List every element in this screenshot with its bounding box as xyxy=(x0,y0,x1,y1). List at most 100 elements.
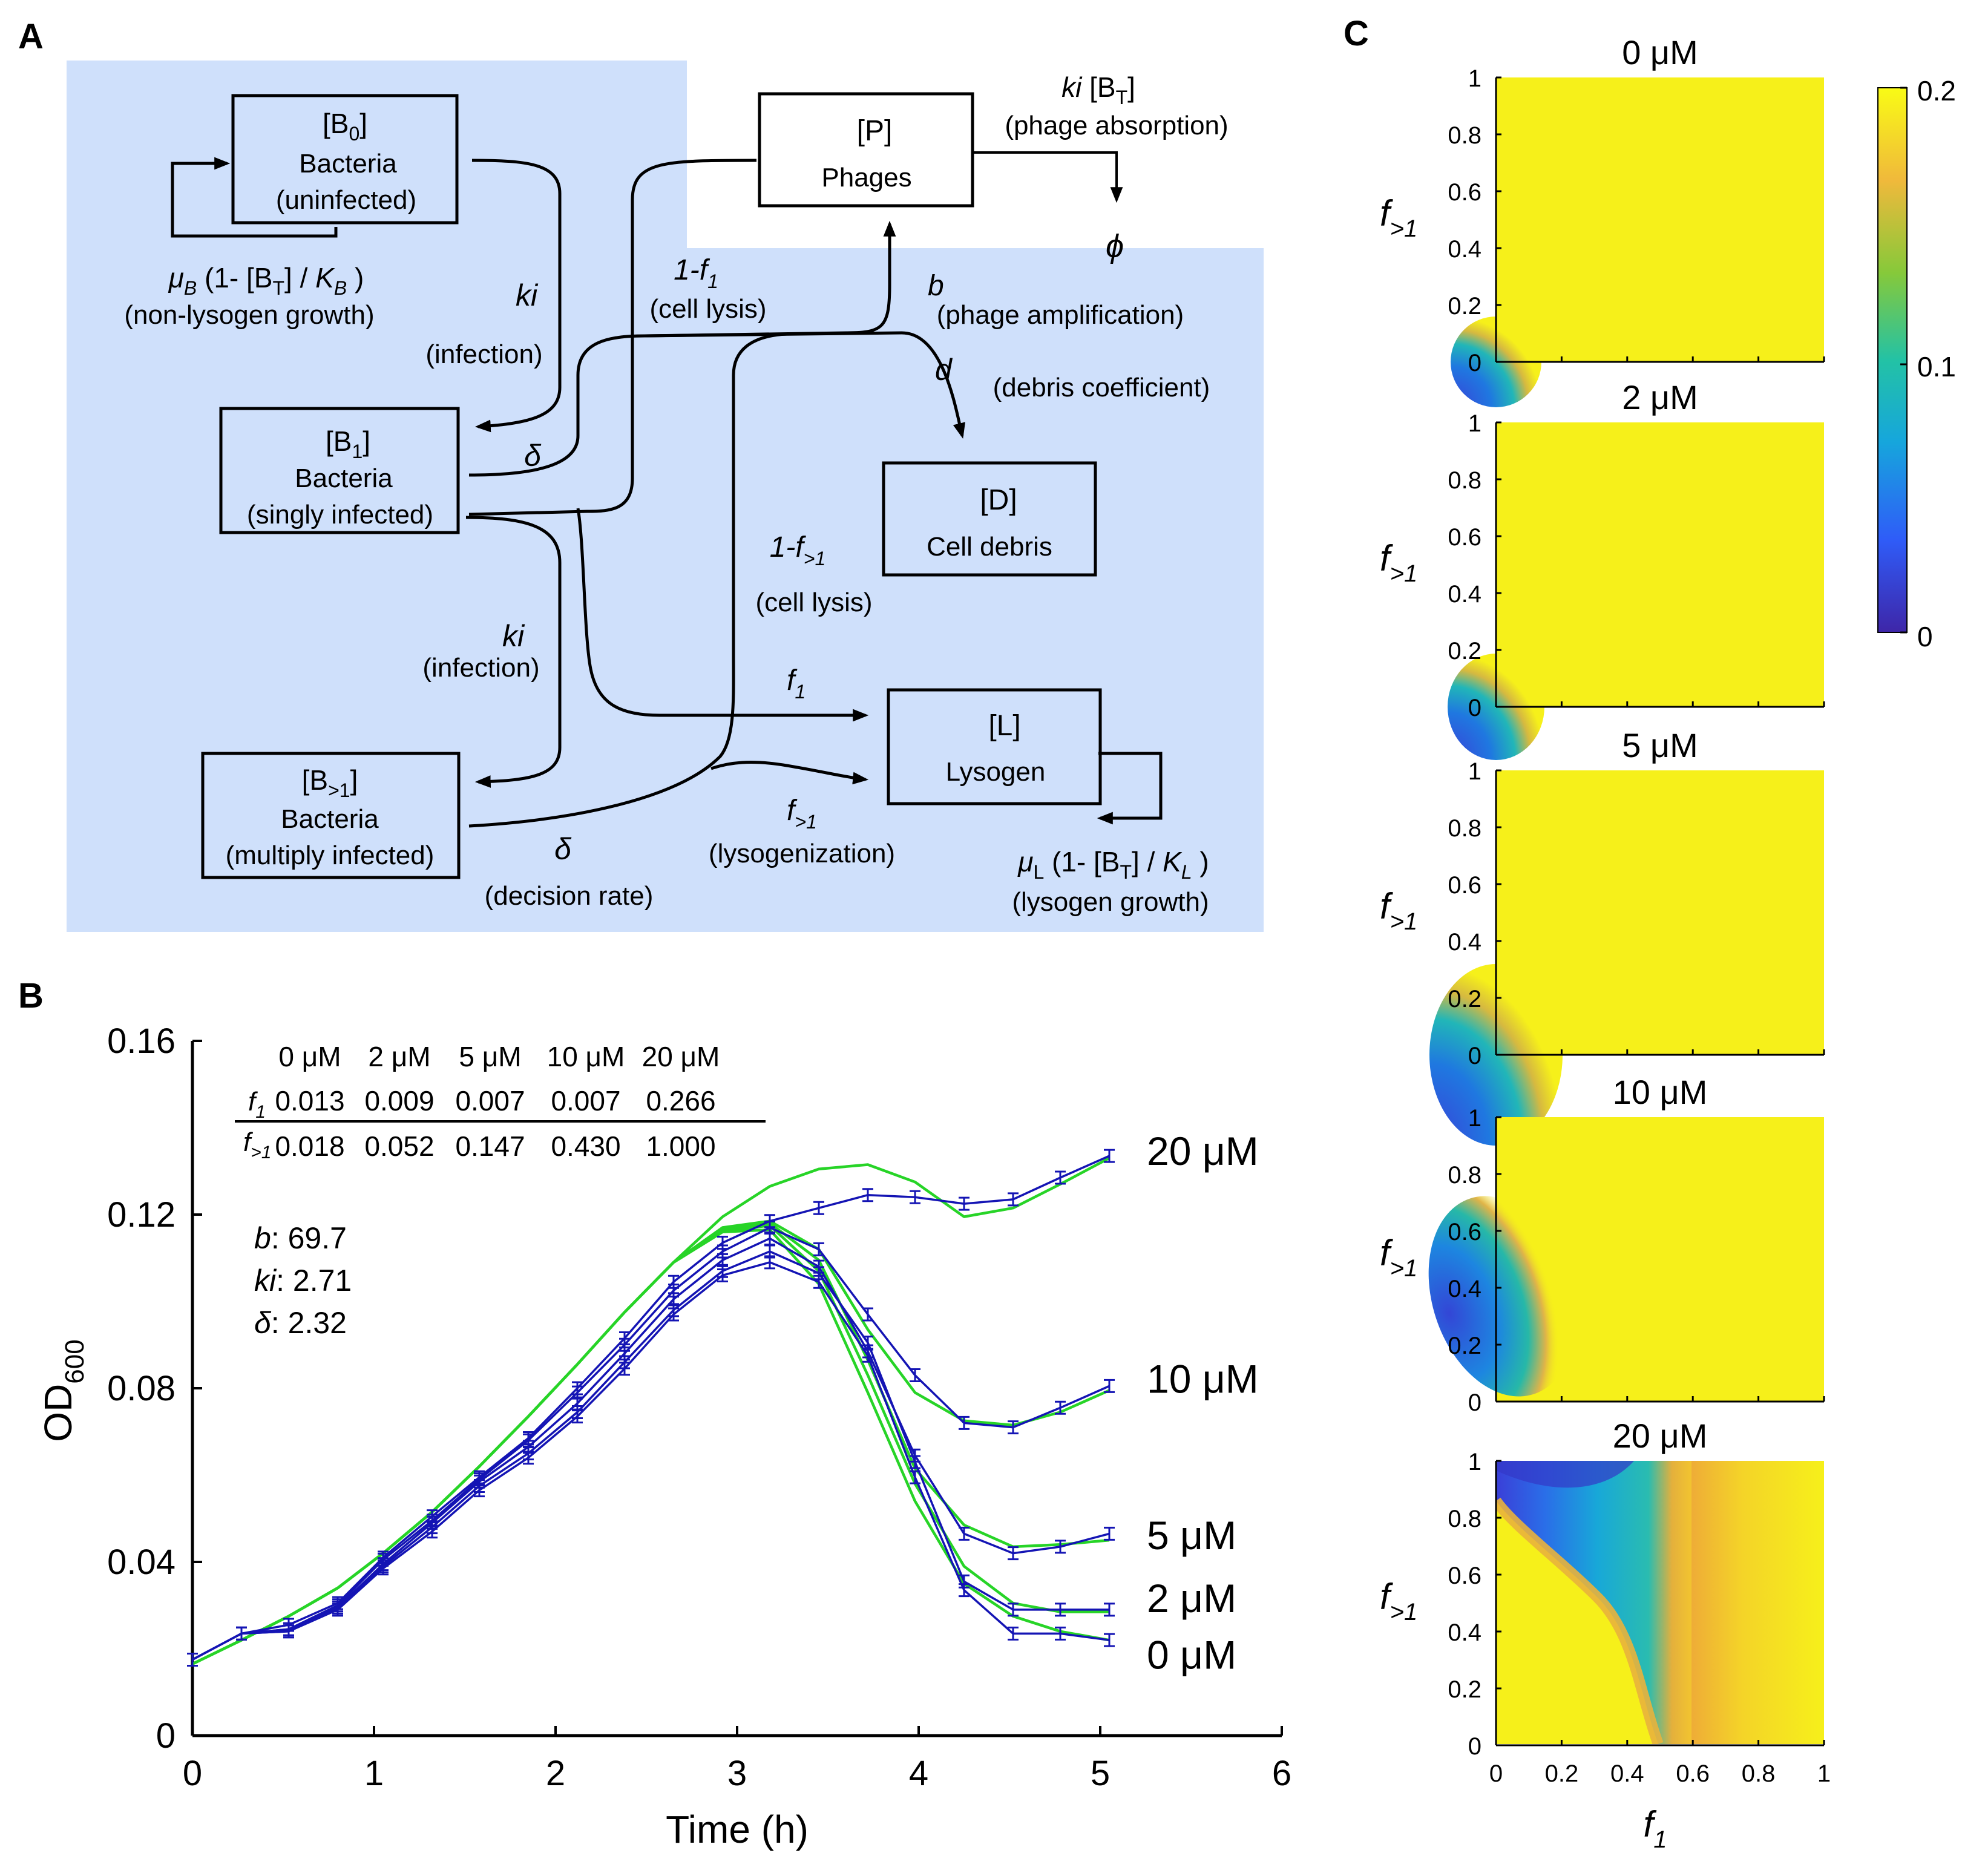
colorbar: 0.2 0.1 0 xyxy=(1877,75,1956,652)
x-tick-label: 2 xyxy=(546,1754,565,1793)
phage-amplification: (phage amplification) xyxy=(937,300,1184,330)
table-cell: 0.007 xyxy=(455,1085,525,1117)
absorption-rate: ki [BT] xyxy=(1061,71,1135,108)
heatmap-y-tick-label: 0 xyxy=(1468,1733,1481,1760)
error-bar xyxy=(474,1483,485,1498)
error-bar xyxy=(910,1368,920,1382)
error-bar xyxy=(1008,1192,1019,1207)
heatmap-2um xyxy=(1448,422,1824,760)
y-tick-label: 0.12 xyxy=(107,1195,176,1235)
error-bar xyxy=(668,1307,679,1322)
series-label: 20 μM xyxy=(1147,1129,1259,1173)
error-bar xyxy=(1055,1626,1066,1641)
error-bar xyxy=(523,1451,534,1465)
bm-label: [B xyxy=(302,764,328,796)
error-bar xyxy=(959,1415,970,1430)
heatmap-y-tick-label: 0.8 xyxy=(1448,1506,1481,1532)
fit-delta: δ: 2.32 xyxy=(254,1306,347,1340)
error-bar xyxy=(1104,1149,1115,1163)
node-lysogen: [L] Lysogen xyxy=(887,688,1102,805)
heatmap-10um xyxy=(1428,1117,1824,1402)
chart-axes xyxy=(191,1041,1282,1737)
heatmap-y-tick-label: 0 xyxy=(1468,695,1481,721)
phages-label: [P] xyxy=(857,115,893,147)
error-bar xyxy=(959,1583,970,1598)
heatmap-y-tick-label: 0.4 xyxy=(1448,1276,1481,1302)
error-bar xyxy=(1008,1546,1019,1561)
bm-line2: Bacteria xyxy=(281,804,379,834)
heatmap-y-tick-label: 0.4 xyxy=(1448,581,1481,608)
heatmap-y-tick-label: 0.6 xyxy=(1448,1219,1481,1245)
svg-text:[B0]: [B0] xyxy=(323,108,367,145)
parameter-table: 0 μM 2 μM 5 μM 10 μM 20 μM f1 0.013 0.009 0.00… xyxy=(235,1041,766,1163)
error-bar xyxy=(283,1624,294,1639)
nonlysogen-rate: μB (1- [BT] / KB ) xyxy=(168,262,364,299)
error-bar xyxy=(572,1409,583,1424)
diagram-connectors xyxy=(171,151,1163,828)
x-tick-label: 4 xyxy=(909,1754,928,1793)
error-bar xyxy=(717,1268,728,1282)
error-bar xyxy=(187,1652,198,1667)
table-row: 0.018 0.052 0.147 0.430 1.000 xyxy=(275,1130,715,1162)
panel-label-b: B xyxy=(18,976,44,1015)
heatmap-y-tick-label: 0 xyxy=(1468,1043,1481,1069)
table-cell: 0.013 xyxy=(275,1085,344,1117)
bm-close: ] xyxy=(350,764,358,796)
measured-curve xyxy=(192,1250,1109,1661)
b0-sub: 0 xyxy=(349,123,359,145)
heatmap-y-tick-label: 0.4 xyxy=(1448,236,1481,263)
b1-label: [B xyxy=(326,425,352,457)
heatmap-y-label: f>1 xyxy=(1380,538,1417,587)
heatmap-x-tick-label: 1 xyxy=(1817,1760,1831,1787)
fgt-lysogen-label: f>1 xyxy=(787,795,817,833)
table-cell: 0.007 xyxy=(551,1085,620,1117)
heatmap-y-tick-label: 0.8 xyxy=(1448,1162,1481,1189)
diagram-background xyxy=(67,61,1264,932)
error-bar xyxy=(959,1526,970,1541)
table-cell: 1.000 xyxy=(646,1130,715,1162)
error-bar xyxy=(1104,1526,1115,1541)
table-header-cell: 0 μM xyxy=(278,1041,341,1072)
y-axis-label: OD600 xyxy=(36,1339,90,1441)
b0-line3: (uninfected) xyxy=(276,185,416,215)
y-ticks: 0 0.04 0.08 0.12 0.16 xyxy=(107,1022,202,1756)
error-bar xyxy=(764,1231,775,1245)
table-cell: 0.430 xyxy=(551,1130,620,1162)
measured-curve xyxy=(192,1261,1110,1661)
heatmap-y-tick-label: 0.6 xyxy=(1448,872,1481,899)
heatmap-y-tick-label: 1 xyxy=(1468,65,1481,92)
table-header-cell: 2 μM xyxy=(368,1041,430,1072)
heatmap-y-tick-label: 0.2 xyxy=(1448,986,1481,1012)
colorbar-tick-top: 0.2 xyxy=(1917,75,1956,107)
colorbar-tick-mid: 0.1 xyxy=(1917,351,1956,382)
heatmap-y-tick-label: 0.8 xyxy=(1448,815,1481,842)
heatmap-y-label: f>1 xyxy=(1380,1576,1417,1625)
fit-ki: ki: 2.71 xyxy=(254,1264,352,1297)
heatmap-x-tick-label: 0.4 xyxy=(1610,1760,1644,1787)
heatmap-x-label: f1 xyxy=(1644,1804,1667,1853)
error-bar xyxy=(813,1242,824,1256)
lysogen-desc: (lysogen growth) xyxy=(1012,887,1209,917)
heatmap-x-tick-label: 0.8 xyxy=(1742,1760,1776,1787)
infection-bottom: (infection) xyxy=(422,653,539,683)
heatmap-title: 0 μM xyxy=(1622,33,1698,71)
heatmap-y-tick-label: 1 xyxy=(1468,410,1481,437)
x-tick-label: 6 xyxy=(1272,1754,1291,1793)
heatmap-y-tick-label: 1 xyxy=(1468,758,1481,785)
table-row: 0.013 0.009 0.007 0.007 0.266 xyxy=(275,1085,715,1117)
error-bar xyxy=(910,1470,920,1484)
heatmap-y-label: f>1 xyxy=(1380,886,1417,935)
series-label: 0 μM xyxy=(1147,1632,1236,1677)
error-bar xyxy=(813,1274,824,1289)
heatmap-y-tick-label: 0.2 xyxy=(1448,638,1481,664)
fit-b: b: 69.7 xyxy=(254,1221,347,1255)
b1-sub: 1 xyxy=(352,441,363,462)
table-row2-symbol: f>1 xyxy=(243,1127,271,1163)
error-bar xyxy=(813,1201,824,1215)
lysogen-rate: μL (1- [BT] / KL ) xyxy=(1017,846,1209,883)
b0-line2: Bacteria xyxy=(299,149,397,179)
nonlysogen-desc: (non-lysogen growth) xyxy=(124,300,374,330)
heatmap-20um xyxy=(1496,1461,1824,1744)
measured-curve xyxy=(192,1155,1110,1661)
